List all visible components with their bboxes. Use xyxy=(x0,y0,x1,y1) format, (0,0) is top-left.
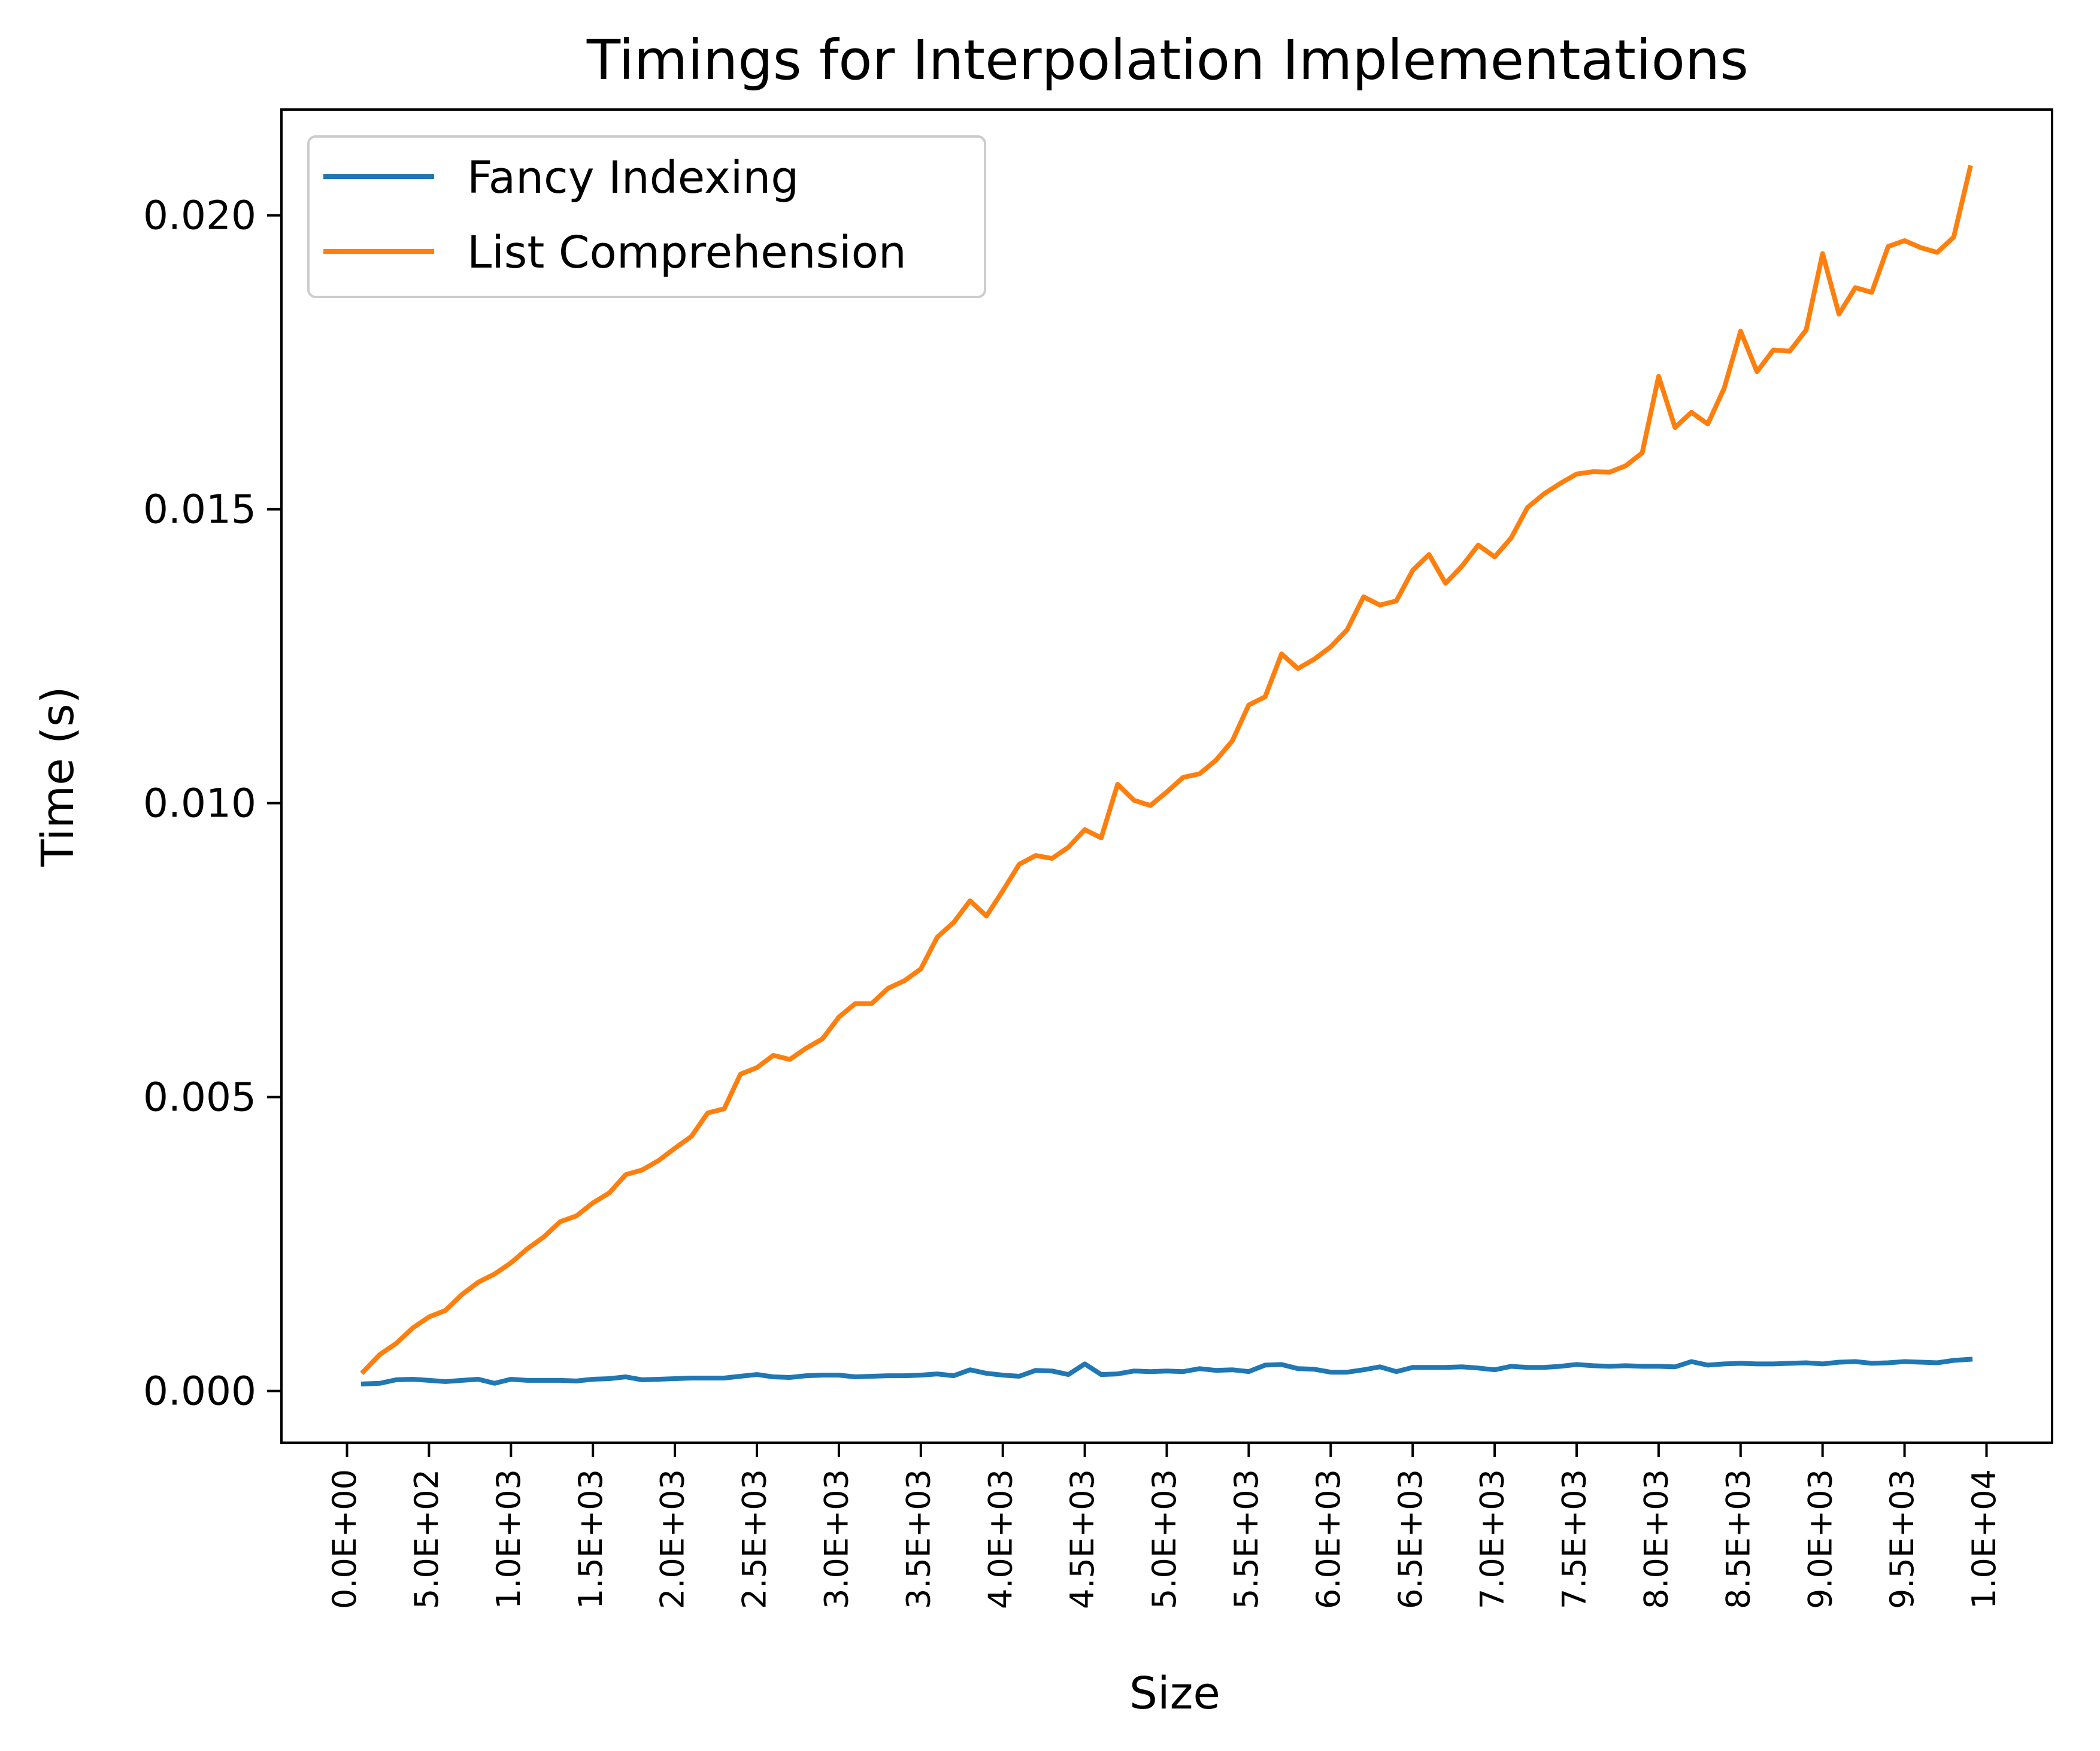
x-tick-label: 2.0E+03 xyxy=(654,1469,692,1609)
y-tick-label: 0.005 xyxy=(143,1075,256,1121)
legend-box xyxy=(307,135,986,298)
x-tick-label: 9.0E+03 xyxy=(1801,1469,1839,1609)
x-tick-label: 0.0E+00 xyxy=(326,1469,363,1609)
x-tick-label: 7.0E+03 xyxy=(1474,1469,1511,1609)
x-tick-label: 1.0E+04 xyxy=(1965,1469,2003,1609)
y-tick-label: 0.020 xyxy=(143,193,256,239)
x-axis-label: Size xyxy=(1129,1668,1220,1719)
x-tick-label: 5.5E+03 xyxy=(1228,1469,1265,1609)
y-tick-label: 0.000 xyxy=(143,1368,256,1415)
x-tick-label: 3.0E+03 xyxy=(818,1469,856,1609)
x-tick-label: 5.0E+02 xyxy=(408,1469,446,1609)
x-tick-label: 1.0E+03 xyxy=(490,1469,528,1609)
x-tick-label: 6.5E+03 xyxy=(1392,1469,1429,1609)
x-tick-label: 2.5E+03 xyxy=(736,1469,774,1609)
x-tick-label: 7.5E+03 xyxy=(1556,1469,1593,1609)
y-axis-ticks: 0.000 0.005 0.010 0.015 0.020 xyxy=(143,193,281,1415)
x-tick-label: 6.0E+03 xyxy=(1310,1469,1347,1609)
legend-label-list-comprehension: List Comprehension xyxy=(467,227,907,278)
y-tick-label: 0.010 xyxy=(143,781,256,827)
legend-label-fancy-indexing: Fancy Indexing xyxy=(467,152,799,204)
x-tick-label: 4.0E+03 xyxy=(981,1469,1019,1609)
series-layer xyxy=(360,165,1973,1386)
x-axis-ticks: 0.0E+00 5.0E+02 1.0E+03 1.5E+03 2.0E+03 2.5E+… xyxy=(326,1443,2003,1609)
x-tick-label: 1.5E+03 xyxy=(572,1469,610,1609)
x-tick-label: 5.0E+03 xyxy=(1146,1469,1183,1609)
y-axis-label: Time (s) xyxy=(32,687,84,867)
legend: Fancy Indexing List Comprehension xyxy=(307,135,986,298)
chart-title: Timings for Interpolation Implementation… xyxy=(586,28,1749,92)
x-tick-label: 8.5E+03 xyxy=(1719,1469,1757,1609)
x-tick-label: 3.5E+03 xyxy=(899,1469,937,1609)
y-tick-label: 0.015 xyxy=(143,487,256,533)
x-tick-label: 4.5E+03 xyxy=(1063,1469,1101,1609)
x-tick-label: 9.5E+03 xyxy=(1883,1469,1921,1609)
x-tick-label: 8.0E+03 xyxy=(1638,1469,1675,1609)
series-line-list-comprehension xyxy=(360,165,1973,1375)
series-line-fancy-indexing xyxy=(360,1357,1973,1386)
